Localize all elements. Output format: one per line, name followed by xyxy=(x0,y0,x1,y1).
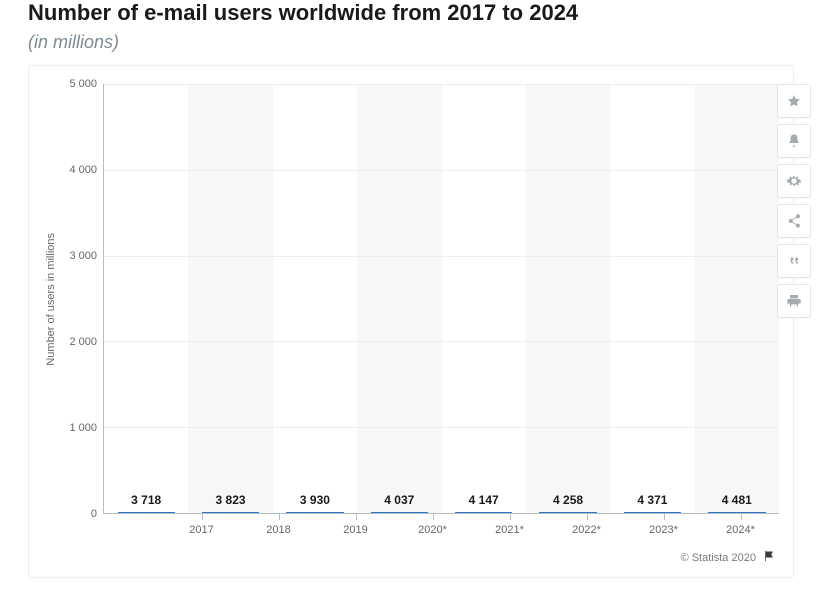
bar[interactable]: 3 823 xyxy=(202,512,259,513)
attribution: © Statista 2020 xyxy=(43,536,779,567)
bar-slot: 3 930 xyxy=(273,512,357,513)
y-tick: 4 000 xyxy=(69,164,97,176)
bars-container: 3 718 3 823 3 930 4 037 4 147 4 258 4 371 4 481 xyxy=(104,84,779,513)
x-tick: 2021* xyxy=(471,514,548,536)
bar-value-label: 4 371 xyxy=(637,493,667,513)
bar[interactable]: 4 258 xyxy=(539,512,596,513)
chart-area: Number of users in millions 01 0002 0003… xyxy=(43,84,779,514)
bar-value-label: 3 823 xyxy=(216,493,246,513)
chart-title: Number of e-mail users worldwide from 20… xyxy=(28,0,794,26)
bar-slot: 4 481 xyxy=(695,512,779,513)
bar-value-label: 4 147 xyxy=(469,493,499,513)
bar[interactable]: 4 037 xyxy=(371,512,428,513)
x-tick: 2019 xyxy=(317,514,394,536)
y-tick: 2 000 xyxy=(69,336,97,348)
bar-value-label: 4 258 xyxy=(553,493,583,513)
bell-icon xyxy=(786,133,802,149)
bar-slot: 4 037 xyxy=(357,512,441,513)
favorite-button[interactable] xyxy=(777,84,811,118)
notify-button[interactable] xyxy=(777,124,811,158)
bar-slot: 3 823 xyxy=(188,512,272,513)
print-icon xyxy=(786,293,802,309)
y-tick: 1 000 xyxy=(69,422,97,434)
share-button[interactable] xyxy=(777,204,811,238)
bar[interactable]: 4 147 xyxy=(455,512,512,513)
y-tick: 3 000 xyxy=(69,250,97,262)
settings-button[interactable] xyxy=(777,164,811,198)
y-axis-label: Number of users in millions xyxy=(43,233,59,366)
chart-subtitle: (in millions) xyxy=(28,32,794,53)
bar-slot: 4 147 xyxy=(442,512,526,513)
gear-icon xyxy=(786,173,802,189)
x-tick: 2024* xyxy=(702,514,779,536)
y-axis: 01 0002 0003 0004 0005 000 xyxy=(59,84,103,514)
x-axis-ticks: 2017201820192020*2021*2022*2023*2024* xyxy=(163,514,779,536)
y-tick: 0 xyxy=(91,508,97,520)
y-tick: 5 000 xyxy=(69,78,97,90)
bar-slot: 3 718 xyxy=(104,512,188,513)
bar-value-label: 4 481 xyxy=(722,493,752,513)
x-tick: 2023* xyxy=(625,514,702,536)
bar[interactable]: 3 718 xyxy=(118,512,175,513)
bar[interactable]: 3 930 xyxy=(286,512,343,513)
bar[interactable]: 4 371 xyxy=(624,512,681,513)
bar-value-label: 3 930 xyxy=(300,493,330,513)
bar[interactable]: 4 481 xyxy=(708,512,765,513)
attribution-text: © Statista 2020 xyxy=(681,552,756,564)
bar-slot: 4 258 xyxy=(526,512,610,513)
x-tick: 2017 xyxy=(163,514,240,536)
star-icon xyxy=(786,93,802,109)
bar-value-label: 4 037 xyxy=(384,493,414,513)
x-tick: 2022* xyxy=(548,514,625,536)
bar-slot: 4 371 xyxy=(610,512,694,513)
flag-icon[interactable] xyxy=(763,550,775,565)
chart-card: Number of users in millions 0 1 000 2 000 3… xyxy=(28,65,794,578)
plot-area: 3 718 3 823 3 930 4 037 4 147 4 258 4 371 4 481 xyxy=(103,84,779,514)
chart-toolbar xyxy=(777,84,811,318)
quote-icon xyxy=(786,253,802,269)
x-tick: 2018 xyxy=(240,514,317,536)
x-axis: 2017201820192020*2021*2022*2023*2024* xyxy=(103,514,779,536)
cite-button[interactable] xyxy=(777,244,811,278)
x-tick: 2020* xyxy=(394,514,471,536)
share-icon xyxy=(786,213,802,229)
bar-value-label: 3 718 xyxy=(131,493,161,513)
print-button[interactable] xyxy=(777,284,811,318)
